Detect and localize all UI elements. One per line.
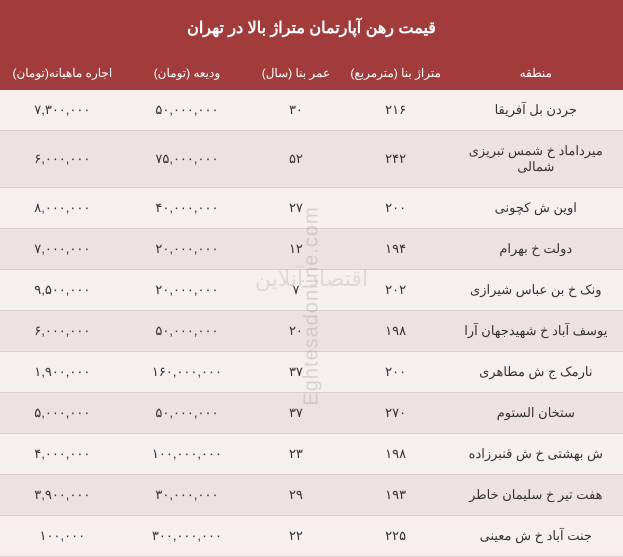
cell-area: ۲۷۰ bbox=[343, 393, 449, 434]
cell-rent: ۹,۵۰۰,۰۰۰ bbox=[0, 270, 125, 311]
cell-age: ۳۷ bbox=[249, 352, 342, 393]
cell-age: ۳۰ bbox=[249, 90, 342, 131]
cell-region: یوسف آباد خ شهیدجهان آرا bbox=[449, 311, 623, 352]
cell-area: ۲۲۵ bbox=[343, 516, 449, 557]
header-row: منطقه متراژ بنا (مترمربع) عمر بنا (سال) … bbox=[0, 56, 623, 90]
cell-deposit: ۵۰,۰۰۰,۰۰۰ bbox=[125, 393, 250, 434]
header-region: منطقه bbox=[449, 56, 623, 90]
table-row: ستخان الستوم۲۷۰۳۷۵۰,۰۰۰,۰۰۰۵,۰۰۰,۰۰۰ bbox=[0, 393, 623, 434]
table-row: جردن بل آفریقا۲۱۶۳۰۵۰,۰۰۰,۰۰۰۷,۳۰۰,۰۰۰ bbox=[0, 90, 623, 131]
cell-rent: ۳,۹۰۰,۰۰۰ bbox=[0, 475, 125, 516]
cell-deposit: ۷۵,۰۰۰,۰۰۰ bbox=[125, 131, 250, 188]
cell-region: نارمک ج ش مطاهری bbox=[449, 352, 623, 393]
cell-deposit: ۳۰,۰۰۰,۰۰۰ bbox=[125, 475, 250, 516]
cell-age: ۲۷ bbox=[249, 188, 342, 229]
cell-age: ۲۰ bbox=[249, 311, 342, 352]
table-title: قیمت رهن آپارتمان متراژ بالا در تهران bbox=[0, 0, 623, 56]
cell-rent: ۵,۰۰۰,۰۰۰ bbox=[0, 393, 125, 434]
cell-rent: ۷,۰۰۰,۰۰۰ bbox=[0, 229, 125, 270]
cell-area: ۱۹۴ bbox=[343, 229, 449, 270]
cell-deposit: ۱۰۰,۰۰۰,۰۰۰ bbox=[125, 434, 250, 475]
cell-deposit: ۲۰,۰۰۰,۰۰۰ bbox=[125, 229, 250, 270]
cell-age: ۵۲ bbox=[249, 131, 342, 188]
cell-rent: ۸,۰۰۰,۰۰۰ bbox=[0, 188, 125, 229]
cell-deposit: ۵۰,۰۰۰,۰۰۰ bbox=[125, 311, 250, 352]
header-age: عمر بنا (سال) bbox=[249, 56, 342, 90]
header-rent: اجاره ماهیانه(تومان) bbox=[0, 56, 125, 90]
cell-rent: ۱,۹۰۰,۰۰۰ bbox=[0, 352, 125, 393]
cell-age: ۲۲ bbox=[249, 516, 342, 557]
table-row: ونک خ بن عباس شیرازی۲۰۲۷۲۰,۰۰۰,۰۰۰۹,۵۰۰,… bbox=[0, 270, 623, 311]
cell-area: ۱۹۳ bbox=[343, 475, 449, 516]
cell-rent: ۷,۳۰۰,۰۰۰ bbox=[0, 90, 125, 131]
cell-deposit: ۱۶۰,۰۰۰,۰۰۰ bbox=[125, 352, 250, 393]
cell-region: ش بهشتی خ ش قنبرزاده bbox=[449, 434, 623, 475]
cell-rent: ۶,۰۰۰,۰۰۰ bbox=[0, 131, 125, 188]
cell-area: ۲۰۰ bbox=[343, 352, 449, 393]
cell-region: دولت خ بهرام bbox=[449, 229, 623, 270]
table-row: میرداماد خ شمس تبریزی شمالی۲۴۲۵۲۷۵,۰۰۰,۰… bbox=[0, 131, 623, 188]
header-area: متراژ بنا (مترمربع) bbox=[343, 56, 449, 90]
table-row: جنت آباد خ ش معینی۲۲۵۲۲۳۰۰,۰۰۰,۰۰۰۱۰۰,۰۰… bbox=[0, 516, 623, 557]
header-deposit: ودیعه (تومان) bbox=[125, 56, 250, 90]
table-row: دولت خ بهرام۱۹۴۱۲۲۰,۰۰۰,۰۰۰۷,۰۰۰,۰۰۰ bbox=[0, 229, 623, 270]
cell-deposit: ۲۰,۰۰۰,۰۰۰ bbox=[125, 270, 250, 311]
cell-age: ۱۲ bbox=[249, 229, 342, 270]
cell-age: ۳۷ bbox=[249, 393, 342, 434]
cell-region: اوین ش کچونی bbox=[449, 188, 623, 229]
cell-age: ۲۳ bbox=[249, 434, 342, 475]
cell-area: ۲۰۰ bbox=[343, 188, 449, 229]
cell-age: ۷ bbox=[249, 270, 342, 311]
cell-deposit: ۵۰,۰۰۰,۰۰۰ bbox=[125, 90, 250, 131]
cell-area: ۲۰۲ bbox=[343, 270, 449, 311]
cell-deposit: ۳۰۰,۰۰۰,۰۰۰ bbox=[125, 516, 250, 557]
cell-age: ۲۹ bbox=[249, 475, 342, 516]
rent-price-table: منطقه متراژ بنا (مترمربع) عمر بنا (سال) … bbox=[0, 56, 623, 557]
cell-deposit: ۴۰,۰۰۰,۰۰۰ bbox=[125, 188, 250, 229]
cell-region: میرداماد خ شمس تبریزی شمالی bbox=[449, 131, 623, 188]
table-row: ش بهشتی خ ش قنبرزاده۱۹۸۲۳۱۰۰,۰۰۰,۰۰۰۴,۰۰… bbox=[0, 434, 623, 475]
cell-region: هفت تیر خ سلیمان خاطر bbox=[449, 475, 623, 516]
cell-area: ۲۱۶ bbox=[343, 90, 449, 131]
table-row: اوین ش کچونی۲۰۰۲۷۴۰,۰۰۰,۰۰۰۸,۰۰۰,۰۰۰ bbox=[0, 188, 623, 229]
cell-area: ۲۴۲ bbox=[343, 131, 449, 188]
cell-region: ونک خ بن عباس شیرازی bbox=[449, 270, 623, 311]
table-body: جردن بل آفریقا۲۱۶۳۰۵۰,۰۰۰,۰۰۰۷,۳۰۰,۰۰۰می… bbox=[0, 90, 623, 557]
cell-region: جنت آباد خ ش معینی bbox=[449, 516, 623, 557]
table-row: هفت تیر خ سلیمان خاطر۱۹۳۲۹۳۰,۰۰۰,۰۰۰۳,۹۰… bbox=[0, 475, 623, 516]
table-row: نارمک ج ش مطاهری۲۰۰۳۷۱۶۰,۰۰۰,۰۰۰۱,۹۰۰,۰۰… bbox=[0, 352, 623, 393]
rent-price-table-container: قیمت رهن آپارتمان متراژ بالا در تهران من… bbox=[0, 0, 623, 557]
table-row: یوسف آباد خ شهیدجهان آرا۱۹۸۲۰۵۰,۰۰۰,۰۰۰۶… bbox=[0, 311, 623, 352]
cell-rent: ۶,۰۰۰,۰۰۰ bbox=[0, 311, 125, 352]
cell-area: ۱۹۸ bbox=[343, 434, 449, 475]
cell-area: ۱۹۸ bbox=[343, 311, 449, 352]
cell-rent: ۱۰۰,۰۰۰ bbox=[0, 516, 125, 557]
cell-region: ستخان الستوم bbox=[449, 393, 623, 434]
cell-rent: ۴,۰۰۰,۰۰۰ bbox=[0, 434, 125, 475]
cell-region: جردن بل آفریقا bbox=[449, 90, 623, 131]
